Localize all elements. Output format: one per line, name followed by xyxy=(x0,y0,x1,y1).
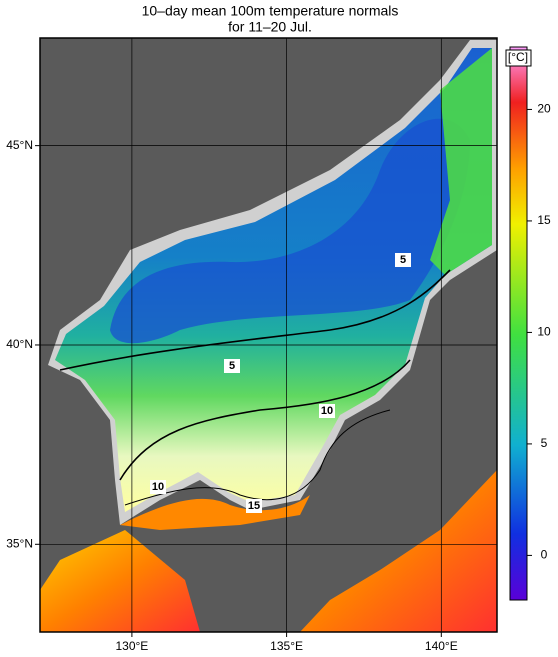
lat-tick-label: 45°N xyxy=(6,138,33,152)
contour-label: 5 xyxy=(229,360,235,372)
colorbar xyxy=(509,46,528,601)
contour-label: 5 xyxy=(400,254,406,266)
lat-tick-label: 35°N xyxy=(6,536,33,550)
title-line: for 11–20 Jul. xyxy=(228,19,312,35)
contour-label: 15 xyxy=(248,500,260,512)
colorbar-unit: [°C] xyxy=(508,50,528,64)
warm-branch xyxy=(430,48,492,275)
colorbar-tick-label: 0 xyxy=(541,548,548,562)
lon-tick-label: 130°E xyxy=(115,639,148,653)
lon-tick-label: 140°E xyxy=(425,639,458,653)
contour-label-bg xyxy=(319,404,335,418)
pacific-field xyxy=(300,470,497,632)
lon-tick-label: 135°E xyxy=(270,639,303,653)
unit-box xyxy=(505,49,532,67)
contour xyxy=(59,269,451,371)
contour xyxy=(119,359,411,481)
contour-label-bg xyxy=(395,253,411,267)
contour-label: 10 xyxy=(321,405,333,417)
cold-core xyxy=(110,118,470,344)
colorbar-tick-label: 5 xyxy=(541,436,548,450)
colorbar-tick-label: 10 xyxy=(537,325,551,339)
lat-tick-label: 40°N xyxy=(6,337,33,351)
contour-label-bg xyxy=(246,499,262,513)
colorbar-tick-label: 15 xyxy=(537,213,551,227)
contour-label-bg xyxy=(150,480,166,494)
colorbar-tick-label: 20 xyxy=(537,102,551,116)
contour-label: 10 xyxy=(152,481,164,493)
contour xyxy=(124,409,391,506)
contour-label-bg xyxy=(224,359,240,373)
title-line: 10–day mean 100m temperature normals xyxy=(142,3,399,19)
map-area xyxy=(40,38,497,632)
east-china-sea-field xyxy=(40,530,200,632)
map-frame xyxy=(39,37,498,633)
warm-coast-band xyxy=(120,495,310,530)
